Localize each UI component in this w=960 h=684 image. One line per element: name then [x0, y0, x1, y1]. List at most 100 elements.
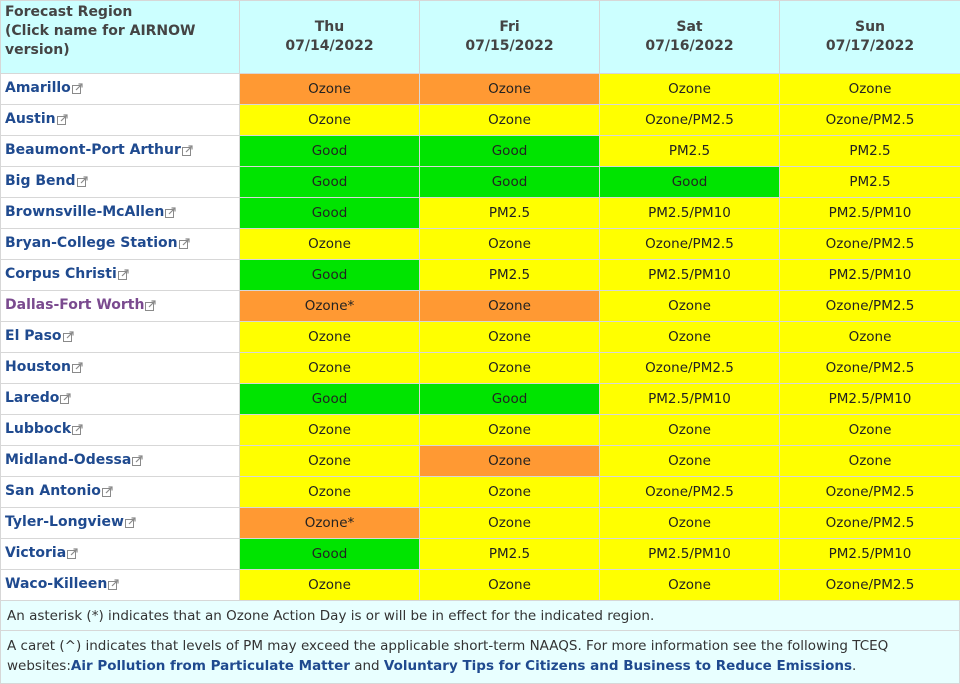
forecast-cell: Ozone/PM2.5 [780, 477, 960, 508]
forecast-cell: Ozone [420, 291, 600, 322]
forecast-cell: Ozone* [240, 508, 420, 539]
region-name: Lubbock [5, 421, 71, 437]
forecast-cell: Ozone [240, 322, 420, 353]
region-header-line: version) [5, 41, 239, 60]
region-name: Laredo [5, 390, 59, 406]
forecast-cell: Ozone [240, 415, 420, 446]
forecast-cell: Ozone [420, 105, 600, 136]
forecast-table: Forecast Region (Click name for AIRNOW v… [0, 0, 960, 601]
forecast-cell: Ozone [240, 105, 420, 136]
external-link-icon [77, 175, 88, 191]
region-link[interactable]: Dallas-Fort Worth [5, 297, 156, 313]
day-header-sun: Sun 07/17/2022 [780, 1, 960, 74]
forecast-cell: Ozone [240, 477, 420, 508]
forecast-cell: Ozone [240, 353, 420, 384]
region-link[interactable]: Beaumont-Port Arthur [5, 142, 193, 158]
region-cell: Bryan-College Station [1, 229, 240, 260]
forecast-cell: Good [240, 167, 420, 198]
day-header-sat: Sat 07/16/2022 [600, 1, 780, 74]
forecast-cell: Ozone* [240, 291, 420, 322]
forecast-cell: PM2.5/PM10 [600, 539, 780, 570]
region-cell: Houston [1, 353, 240, 384]
region-name: Bryan-College Station [5, 235, 178, 251]
region-cell: Austin [1, 105, 240, 136]
day-header-thu: Thu 07/14/2022 [240, 1, 420, 74]
external-link-icon [108, 578, 119, 594]
forecast-cell: Ozone [780, 322, 960, 353]
region-name: Dallas-Fort Worth [5, 297, 144, 313]
region-link[interactable]: Houston [5, 359, 83, 375]
forecast-cell: Ozone [420, 74, 600, 105]
forecast-cell: Ozone [600, 291, 780, 322]
region-header-line: Forecast Region [5, 3, 239, 22]
forecast-cell: Ozone [780, 446, 960, 477]
forecast-cell: Ozone [600, 74, 780, 105]
external-link-icon [60, 392, 71, 408]
region-cell: Big Bend [1, 167, 240, 198]
region-link[interactable]: Lubbock [5, 421, 83, 437]
region-link[interactable]: Waco-Killeen [5, 576, 119, 592]
forecast-cell: Ozone [420, 415, 600, 446]
region-link[interactable]: Victoria [5, 545, 78, 561]
particulate-matter-link[interactable]: Air Pollution from Particulate Matter [71, 658, 350, 674]
forecast-cell: Good [240, 384, 420, 415]
forecast-cell: Ozone [420, 570, 600, 601]
forecast-cell: Ozone [420, 446, 600, 477]
region-link[interactable]: Austin [5, 111, 68, 127]
region-link[interactable]: Tyler-Longview [5, 514, 136, 530]
region-cell: Tyler-Longview [1, 508, 240, 539]
region-header-line: (Click name for AIRNOW [5, 22, 239, 41]
and-text: and [350, 658, 384, 674]
forecast-cell: PM2.5 [600, 136, 780, 167]
external-link-icon [179, 237, 190, 253]
region-name: Austin [5, 111, 56, 127]
forecast-cell: Good [240, 539, 420, 570]
external-link-icon [67, 547, 78, 563]
asterisk-note: An asterisk (*) indicates that an Ozone … [0, 601, 960, 631]
region-cell: El Paso [1, 322, 240, 353]
external-link-icon [63, 330, 74, 346]
voluntary-tips-link[interactable]: Voluntary Tips for Citizens and Business… [384, 658, 852, 674]
forecast-cell: Good [240, 136, 420, 167]
external-link-icon [165, 206, 176, 222]
forecast-cell: Ozone [420, 229, 600, 260]
day-header-fri: Fri 07/15/2022 [420, 1, 600, 74]
forecast-cell: Ozone/PM2.5 [780, 229, 960, 260]
forecast-cell: Ozone [420, 322, 600, 353]
day-name: Fri [420, 18, 599, 37]
forecast-cell: Ozone [420, 353, 600, 384]
forecast-cell: Ozone [780, 415, 960, 446]
day-name: Thu [240, 18, 419, 37]
forecast-cell: Ozone [240, 229, 420, 260]
forecast-cell: Good [600, 167, 780, 198]
region-link[interactable]: Laredo [5, 390, 71, 406]
forecast-cell: Ozone [600, 570, 780, 601]
region-cell: Laredo [1, 384, 240, 415]
region-link[interactable]: San Antonio [5, 483, 113, 499]
region-link[interactable]: Midland-Odessa [5, 452, 143, 468]
header-row: Forecast Region (Click name for AIRNOW v… [1, 1, 960, 74]
region-name: Brownsville-McAllen [5, 204, 164, 220]
region-cell: Corpus Christi [1, 260, 240, 291]
forecast-cell: Ozone [420, 508, 600, 539]
region-link[interactable]: Brownsville-McAllen [5, 204, 176, 220]
region-link[interactable]: Amarillo [5, 80, 83, 96]
day-date: 07/17/2022 [780, 37, 960, 56]
region-link[interactable]: El Paso [5, 328, 74, 344]
region-link[interactable]: Bryan-College Station [5, 235, 190, 251]
region-link[interactable]: Big Bend [5, 173, 88, 189]
forecast-cell: Ozone [600, 415, 780, 446]
region-link[interactable]: Corpus Christi [5, 266, 129, 282]
forecast-cell: PM2.5 [420, 260, 600, 291]
asterisk-note-text: An asterisk (*) indicates that an Ozone … [7, 608, 654, 624]
region-cell: Midland-Odessa [1, 446, 240, 477]
